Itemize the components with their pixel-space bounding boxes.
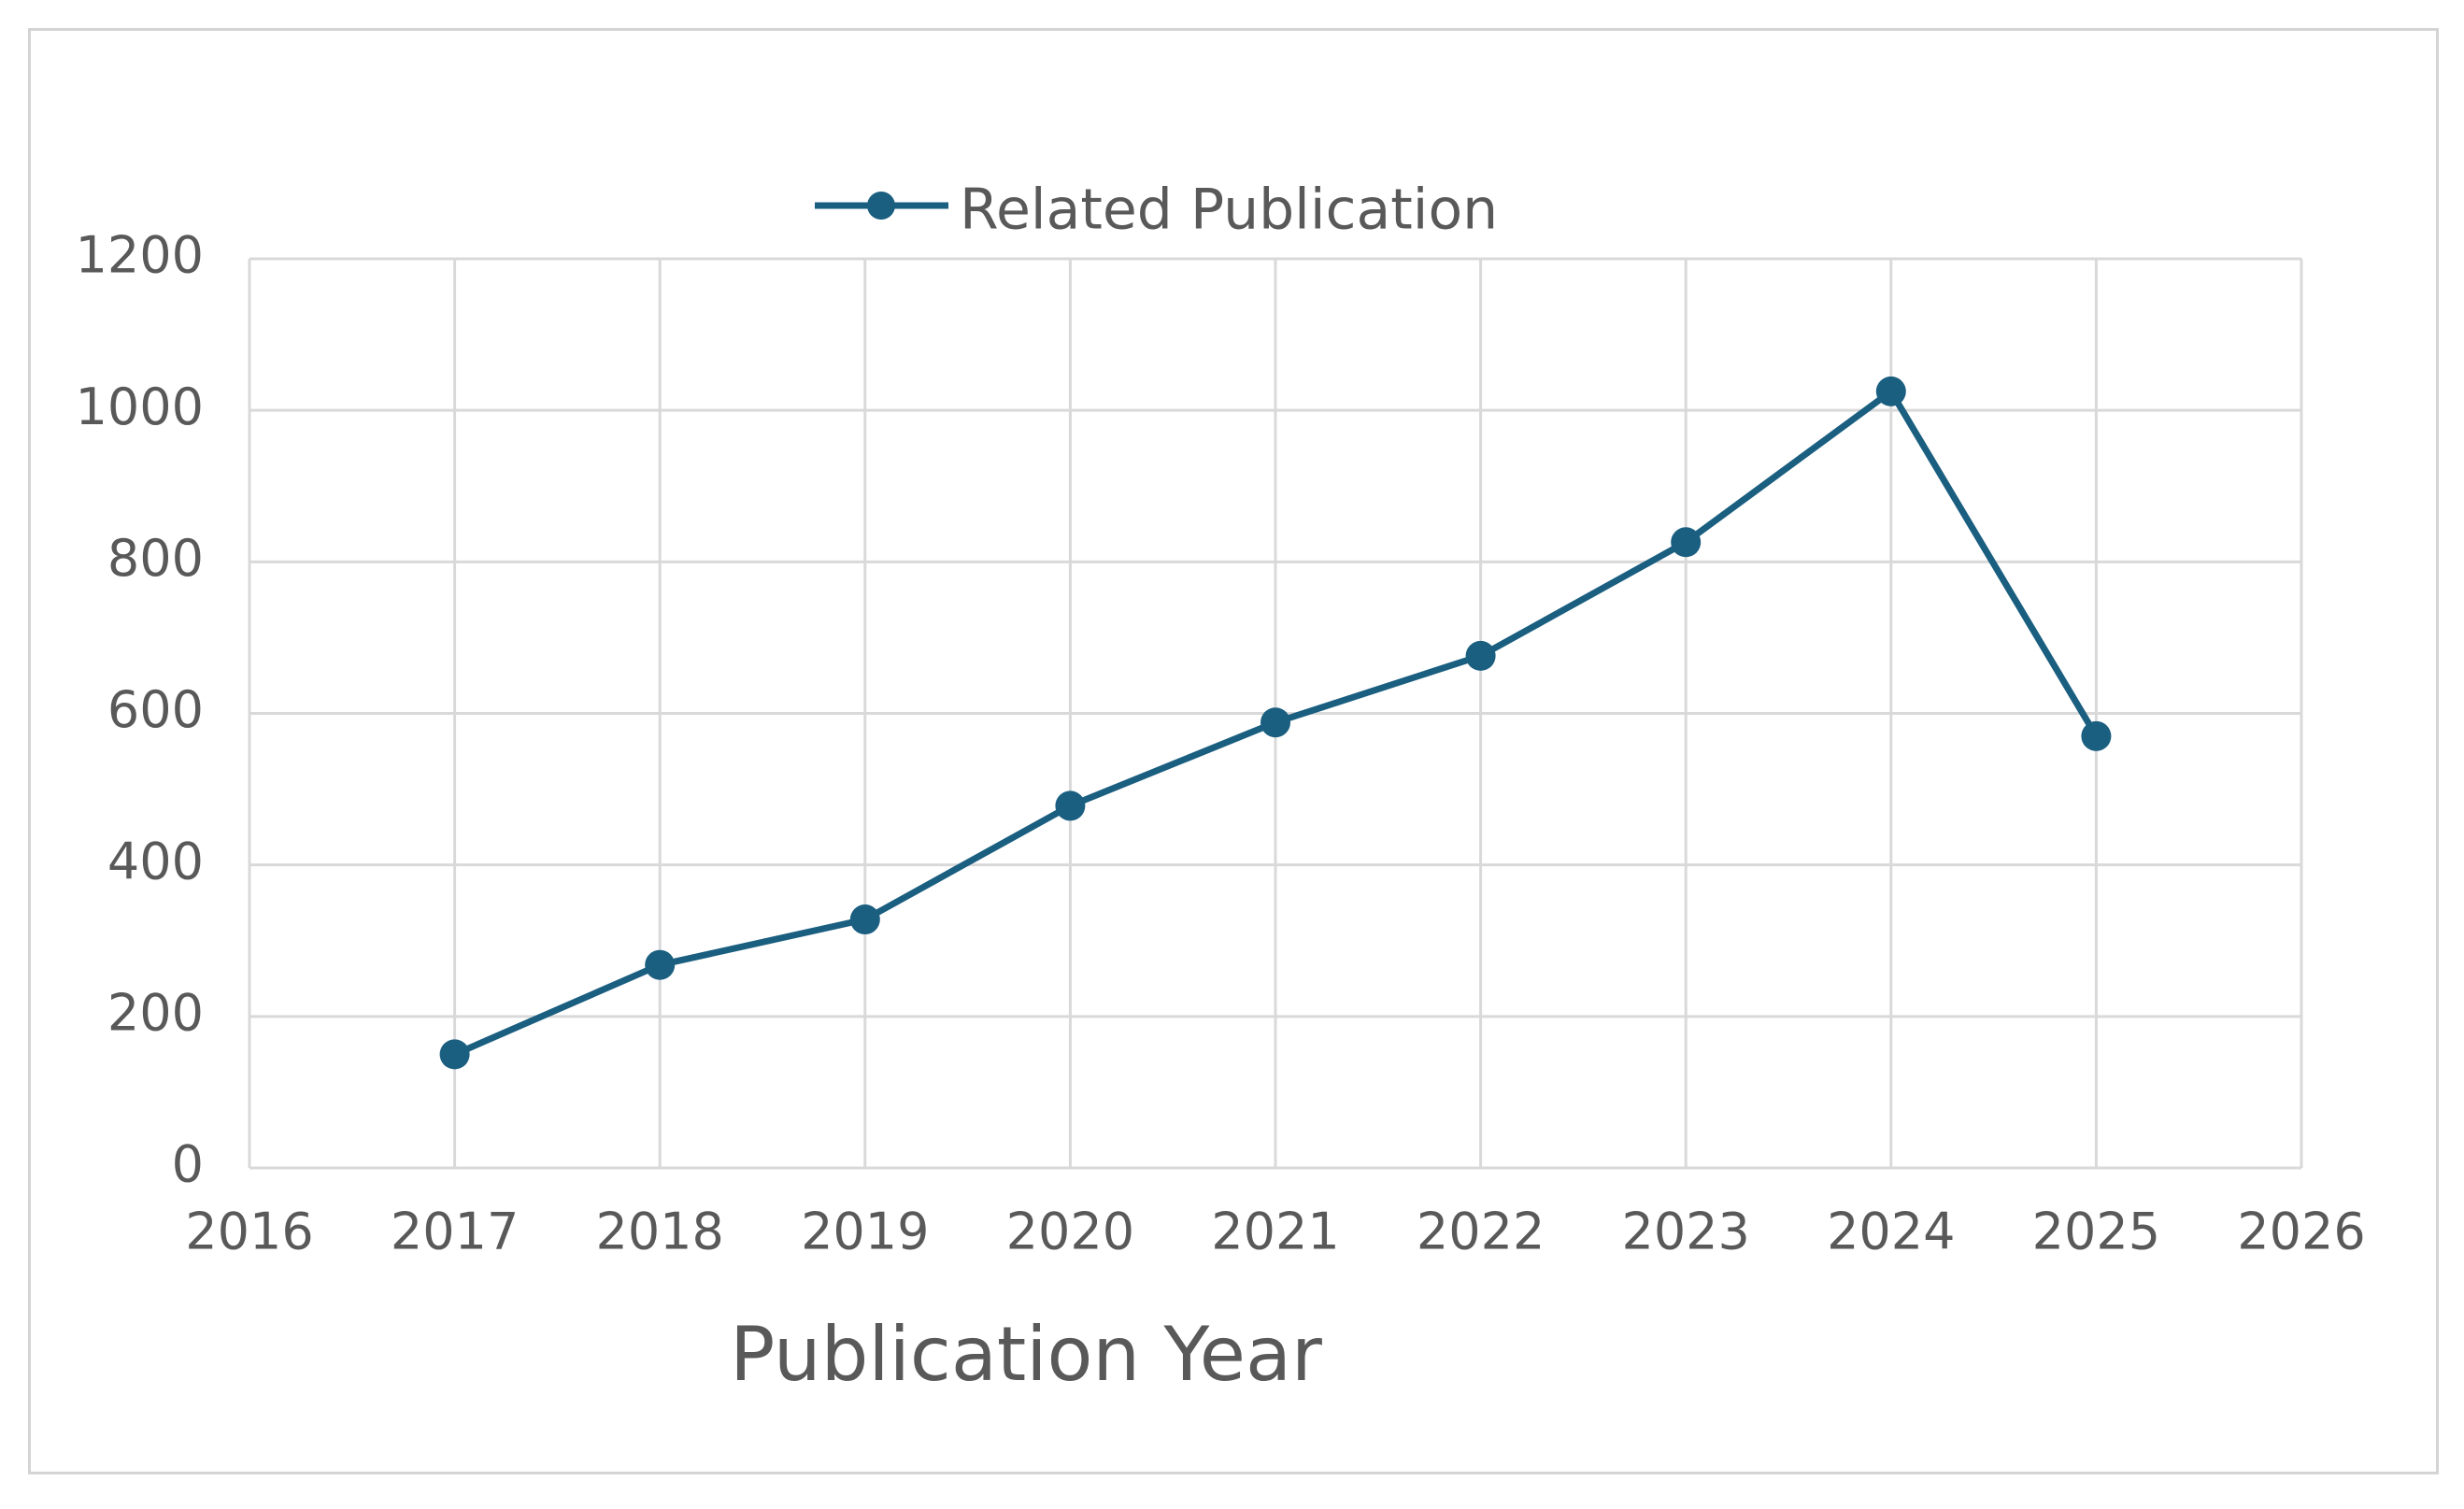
y-tick-label-200: 200 [107,983,204,1042]
x-tick-label-2017: 2017 [391,1203,519,1261]
data-point-2023 [1671,527,1702,558]
series-layer [439,376,2112,1070]
y-tick-label-800: 800 [107,529,204,588]
x-axis-title: Publication Year [730,1311,1322,1398]
x-tick-label-2021: 2021 [1211,1203,1339,1261]
x-tick-label-2026: 2026 [2237,1203,2365,1261]
x-tick-label-2020: 2020 [1006,1203,1134,1261]
data-point-2024 [1875,376,1906,406]
data-point-2017 [439,1039,470,1070]
x-tick-label-2022: 2022 [1417,1203,1545,1261]
data-point-2021 [1260,707,1290,738]
legend-marker-swatch [867,192,895,220]
x-tick-label-2016: 2016 [185,1203,313,1261]
data-point-2020 [1055,790,1086,821]
y-tick-label-1200: 1200 [76,226,204,285]
grid-layer [248,257,2303,1170]
y-tick-label-600: 600 [107,680,204,739]
x-tick-label-2024: 2024 [1827,1203,1955,1261]
y-tick-label-400: 400 [107,832,204,890]
y-tick-label-1000: 1000 [76,377,204,436]
legend-label: Related Publication [960,178,1498,243]
data-point-2022 [1465,640,1496,671]
y-axis-ticks: 0 200 400 600 800 1000 1200 [76,226,204,1194]
y-tick-label-0: 0 [172,1135,204,1194]
x-tick-label-2018: 2018 [595,1203,723,1261]
chart-frame [28,28,2439,1474]
legend: Related Publication [815,178,1498,243]
x-tick-label-2019: 2019 [801,1203,929,1261]
data-point-2025 [2081,720,2112,751]
data-point-2019 [849,904,880,935]
data-point-2018 [645,949,676,980]
x-axis-ticks: 2016 2017 2018 2019 2020 2021 2022 2023 2024 2025… [185,1203,2365,1261]
x-tick-label-2025: 2025 [2032,1203,2160,1261]
x-tick-label-2023: 2023 [1621,1203,1749,1261]
